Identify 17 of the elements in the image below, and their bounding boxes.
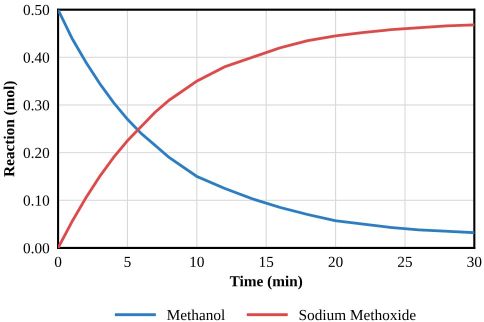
x-tick-label: 15 (260, 256, 274, 268)
legend-label: Methanol (167, 309, 225, 320)
x-tick-label: 30 (467, 256, 482, 268)
y-axis-title: Reaction (mol) (4, 81, 18, 177)
y-tick-label: 0.00 (24, 243, 50, 254)
x-axis-title: Time (min) (230, 276, 302, 290)
x-tick-label: 20 (328, 256, 343, 268)
y-tick-label: 0.50 (24, 4, 50, 16)
y-tick-label: 0.20 (24, 148, 50, 158)
legend-label: Sodium Methoxide (300, 309, 416, 320)
y-tick-label: 0.40 (24, 52, 50, 63)
x-tick-label: 10 (190, 256, 204, 268)
y-tick-label: 0.10 (24, 195, 50, 206)
x-tick-label: 0 (54, 256, 62, 268)
y-tick-label: 0.30 (24, 100, 50, 110)
x-tick-label: 25 (398, 256, 412, 268)
x-tick-label: 5 (124, 256, 131, 268)
